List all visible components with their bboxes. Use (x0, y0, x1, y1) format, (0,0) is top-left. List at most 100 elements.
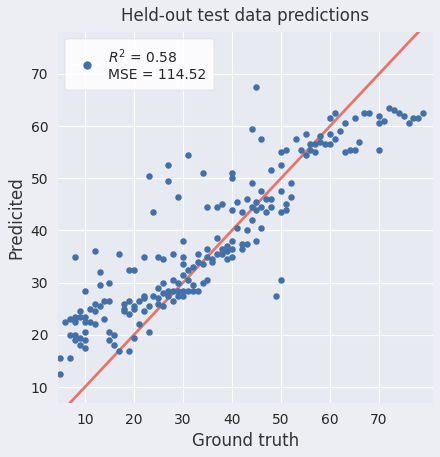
Point (169, 276, 176, 284)
Point (248, 203, 255, 211)
Point (341, 149, 348, 156)
Point (317, 138, 324, 145)
Point (106, 279, 113, 287)
Point (125, 266, 132, 273)
Point (228, 253, 235, 260)
Point (381, 117, 388, 124)
Point (106, 329, 113, 336)
Point (116, 250, 123, 258)
Point (243, 196, 250, 203)
Point (62, 318, 69, 325)
Point (71, 316, 78, 323)
Point (160, 279, 167, 287)
Point (66, 355, 73, 362)
Point (268, 203, 275, 211)
Point (228, 237, 235, 244)
Point (111, 331, 118, 339)
Point (71, 318, 78, 325)
Point (106, 298, 113, 305)
Point (228, 206, 235, 213)
Point (273, 292, 280, 299)
Point (258, 188, 265, 195)
Point (165, 161, 172, 169)
Point (184, 151, 191, 159)
Point (243, 240, 250, 247)
Point (258, 135, 265, 143)
Point (209, 255, 216, 263)
Point (189, 263, 196, 271)
Point (165, 287, 172, 294)
Point (121, 300, 128, 307)
Point (356, 138, 363, 145)
Point (57, 355, 64, 362)
Point (180, 261, 187, 268)
Point (169, 250, 176, 258)
Title: Held-out test data predictions: Held-out test data predictions (121, 7, 370, 25)
Point (194, 287, 201, 294)
Point (224, 248, 231, 255)
Point (248, 180, 255, 187)
Point (326, 115, 334, 122)
Point (145, 303, 152, 310)
Point (175, 287, 182, 294)
Point (219, 201, 226, 208)
Point (130, 266, 137, 273)
Point (385, 104, 392, 112)
Point (199, 279, 206, 287)
Legend: $R^2$ = 0.58
MSE = 114.52: $R^2$ = 0.58 MSE = 114.52 (65, 39, 214, 90)
Point (287, 180, 294, 187)
Point (66, 316, 73, 323)
Point (224, 243, 231, 250)
Point (81, 336, 88, 344)
Point (145, 172, 152, 179)
Point (214, 250, 221, 258)
Point (268, 196, 275, 203)
Point (214, 203, 221, 211)
Point (253, 206, 260, 213)
Point (326, 141, 334, 148)
Point (106, 336, 113, 344)
Point (81, 344, 88, 351)
Point (312, 141, 319, 148)
Point (248, 216, 255, 223)
Point (219, 245, 226, 252)
Point (410, 115, 417, 122)
Point (155, 295, 162, 302)
Point (278, 188, 285, 195)
Point (91, 300, 98, 307)
Point (228, 170, 235, 177)
Point (204, 203, 211, 211)
Point (180, 253, 187, 260)
Point (351, 115, 358, 122)
Point (169, 298, 176, 305)
Point (125, 298, 132, 305)
Point (71, 253, 78, 260)
Point (199, 261, 206, 268)
Point (199, 170, 206, 177)
Point (121, 305, 128, 313)
Point (155, 253, 162, 260)
Point (390, 107, 397, 114)
Point (165, 177, 172, 185)
Point (125, 310, 132, 318)
Point (184, 276, 191, 284)
Point (224, 255, 231, 263)
Point (96, 282, 103, 289)
Point (194, 258, 201, 266)
Point (253, 83, 260, 90)
Point (189, 287, 196, 294)
Point (96, 303, 103, 310)
Point (189, 282, 196, 289)
Point (282, 146, 290, 153)
Point (420, 109, 427, 117)
Point (253, 198, 260, 205)
Point (140, 308, 147, 315)
Point (282, 206, 290, 213)
Point (336, 128, 343, 135)
Point (145, 329, 152, 336)
Point (180, 271, 187, 278)
Point (351, 146, 358, 153)
Point (150, 208, 157, 216)
Point (214, 234, 221, 242)
Point (140, 253, 147, 260)
